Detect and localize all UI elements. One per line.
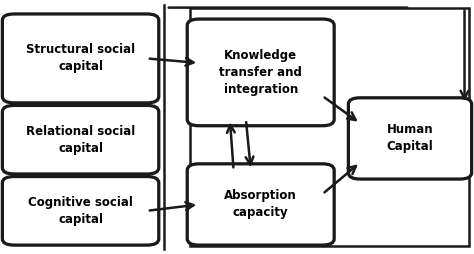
Text: Knowledge
transfer and
integration: Knowledge transfer and integration [219,49,302,96]
Text: Relational social
capital: Relational social capital [26,125,135,155]
Text: Human
Capital: Human Capital [387,123,433,153]
Text: Structural social
capital: Structural social capital [26,43,135,73]
FancyBboxPatch shape [2,105,159,174]
FancyBboxPatch shape [2,177,159,245]
FancyBboxPatch shape [187,164,334,245]
Bar [190,8,469,246]
FancyBboxPatch shape [187,19,334,126]
FancyBboxPatch shape [2,14,159,103]
Text: Cognitive social
capital: Cognitive social capital [28,196,133,226]
Text: Absorption
capacity: Absorption capacity [224,189,297,219]
FancyBboxPatch shape [348,98,472,179]
